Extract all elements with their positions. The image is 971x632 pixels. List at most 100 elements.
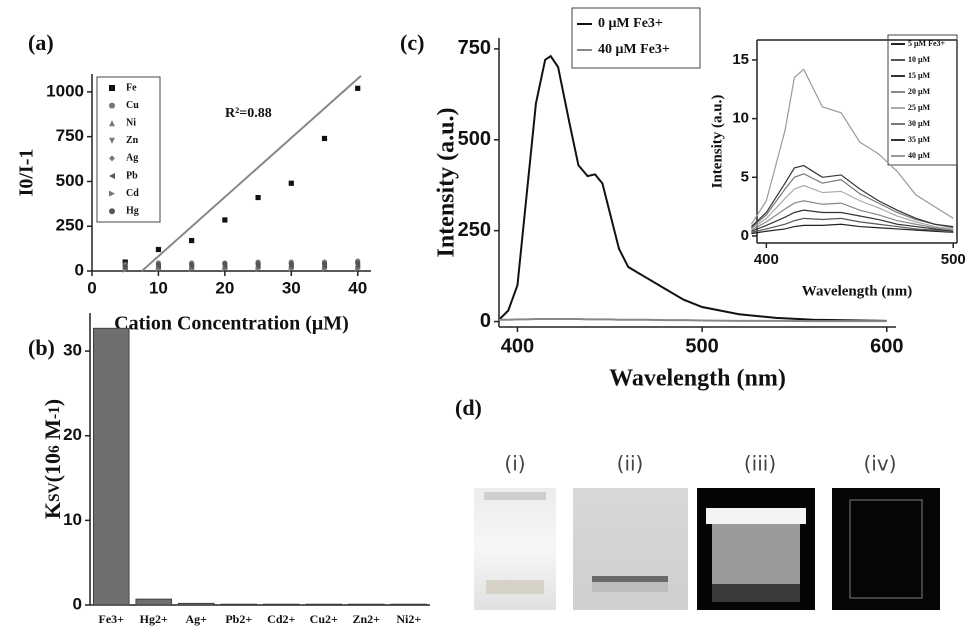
photos: [474, 488, 940, 610]
x-tick-label: 20: [215, 279, 234, 298]
vial-cap: [484, 492, 546, 500]
chart: 0 250 500 750 400 500 600 (c) Wavelength (nm) Int…: [400, 7, 903, 392]
line: [751, 173, 954, 229]
y-axis-label: Intensity (a.u.): [434, 107, 460, 257]
legend-marker: [109, 120, 115, 127]
y-tick-label: 5: [741, 168, 749, 185]
x-tick-label: Ni2+: [396, 612, 421, 626]
legend-marker: [109, 102, 115, 109]
point: [255, 194, 261, 201]
x-tick-label: 400: [754, 251, 779, 268]
y-axis-label-part: SV: [46, 482, 63, 502]
legend-label: Ag: [126, 153, 138, 164]
legend-label: Cu: [126, 100, 139, 111]
bar: [305, 603, 342, 606]
chart: 0 5 10 15 400 500 Wavelength (nm) Intensity (a.…: [709, 34, 966, 299]
point: [288, 261, 294, 267]
line: [750, 164, 954, 228]
point: [155, 262, 162, 268]
x-tick-label: Cu2+: [310, 612, 338, 626]
vial-liquid: [592, 582, 668, 592]
y-tick-label: 500: [56, 171, 84, 190]
legend-label: 40 μM: [908, 151, 931, 160]
legend-label: 35 μM: [908, 135, 931, 144]
point: [355, 85, 361, 91]
bar: [135, 598, 172, 606]
line: [750, 68, 954, 225]
point: [255, 261, 261, 267]
vial-liquid: [712, 524, 800, 584]
chart: 0 10 20 30 (b) KSV(106 M-1) Fe3+ Hg2+ Ag+ Pb2+ Cd2…: [28, 313, 430, 626]
legend-marker: [109, 137, 115, 144]
annotation: R²=0.88: [225, 106, 272, 121]
y-axis-label-part: ): [40, 399, 65, 406]
y-tick-label: 0: [480, 310, 491, 332]
legend-label: Fe: [126, 82, 137, 93]
y-tick-label: 0: [73, 594, 82, 613]
photo-caption: (iv): [864, 452, 897, 476]
x-tick-label: 600: [870, 335, 903, 357]
y-tick-label: 0: [75, 260, 84, 279]
legend-label: 10 μM: [908, 55, 931, 64]
line: [498, 54, 887, 322]
legend-box: [571, 7, 701, 69]
point: [321, 266, 328, 272]
line: [751, 217, 954, 234]
legend-label: 30 μM: [908, 119, 931, 128]
legend-label: 15 μM: [908, 71, 931, 80]
photo-caption: (i): [504, 452, 525, 476]
legend-label: Cd: [126, 188, 139, 199]
point: [321, 261, 328, 267]
legend-label: 20 μM: [908, 87, 931, 96]
legend-label: Hg: [126, 205, 139, 216]
photo-iv: [832, 488, 940, 610]
y-axis-label: KSV(106 M-1): [40, 399, 65, 519]
point: [189, 262, 195, 268]
panel-label: (b): [28, 335, 55, 360]
point: [222, 217, 228, 223]
y-tick-label: 250: [56, 216, 84, 235]
point: [155, 266, 162, 272]
y-axis-label: Intensity (a.u.): [709, 95, 725, 189]
vial-base: [712, 584, 800, 602]
chart: 0 250 500 750 1000 0 10 20 30 40 (a) Cation Concent…: [16, 30, 371, 335]
bar: [390, 603, 427, 606]
legend-label: 25 μM: [908, 103, 931, 112]
legend-label: Pb: [126, 170, 138, 181]
y-tick-label: 10: [732, 110, 749, 127]
point: [189, 266, 195, 272]
x-tick-label: Cd2+: [267, 612, 295, 626]
panel-label: (a): [28, 30, 54, 55]
bar: [220, 603, 257, 606]
fit-line: [141, 75, 362, 272]
x-tick-label: 40: [348, 279, 367, 298]
legend-box: [96, 76, 161, 223]
x-tick-label: Pb2+: [225, 612, 252, 626]
y-tick-label: 20: [63, 425, 82, 444]
y-axis-label-part: K: [40, 502, 65, 519]
line: [751, 209, 954, 232]
legend-label: 40 μM Fe3+: [598, 42, 670, 57]
y-tick-label: 10: [63, 510, 82, 529]
vial-meniscus: [592, 576, 668, 582]
legend-marker: [109, 208, 115, 215]
line: [751, 200, 954, 231]
legend-marker: [109, 190, 115, 197]
x-axis-label: Cation Concentration (μM): [114, 313, 349, 335]
y-tick-label: 750: [458, 37, 491, 59]
line: [751, 223, 954, 235]
point: [355, 263, 361, 270]
point: [122, 263, 128, 270]
legend-label: 5 μM Fe3+: [908, 39, 946, 48]
point: [355, 260, 361, 266]
x-axis-label: Wavelength (nm): [609, 366, 786, 392]
photo-caption: (ii): [617, 452, 644, 476]
legend-marker: [109, 173, 115, 179]
photo-caption: (iii): [744, 452, 776, 476]
point: [288, 266, 294, 272]
vial-glow: [706, 508, 806, 524]
x-tick-label: 30: [282, 279, 301, 298]
line: [499, 318, 887, 323]
point: [321, 135, 328, 142]
